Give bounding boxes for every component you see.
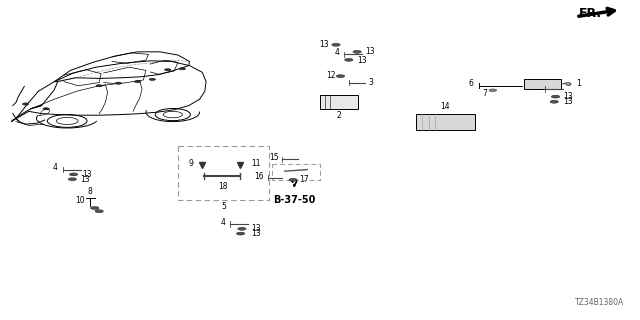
Text: 13: 13 [563, 97, 573, 106]
Text: FR.: FR. [579, 7, 602, 20]
Ellipse shape [22, 103, 29, 105]
Text: 17: 17 [300, 175, 309, 184]
Text: 13: 13 [563, 92, 573, 101]
Text: 1: 1 [576, 79, 580, 88]
Text: TZ34B1380A: TZ34B1380A [575, 298, 624, 307]
Ellipse shape [43, 108, 49, 110]
Text: 13: 13 [251, 224, 260, 233]
Ellipse shape [134, 80, 141, 83]
Text: 18: 18 [218, 182, 227, 191]
Ellipse shape [237, 232, 244, 235]
Text: 15: 15 [269, 153, 278, 162]
Ellipse shape [95, 210, 104, 213]
Text: 3: 3 [368, 78, 373, 87]
Text: 11: 11 [251, 159, 260, 168]
Ellipse shape [238, 227, 246, 230]
Bar [524, 79, 561, 89]
Text: 4: 4 [220, 218, 225, 227]
Ellipse shape [91, 207, 99, 209]
Text: 5: 5 [221, 202, 227, 211]
Bar [320, 95, 358, 109]
Bar [178, 146, 269, 200]
Text: 16: 16 [254, 172, 264, 181]
Text: 2: 2 [337, 111, 342, 120]
Text: 4: 4 [334, 48, 339, 57]
Ellipse shape [337, 75, 345, 77]
Text: 12: 12 [326, 71, 335, 80]
Ellipse shape [552, 95, 559, 98]
Ellipse shape [332, 43, 340, 46]
Text: 14: 14 [440, 102, 451, 111]
Text: 9: 9 [188, 159, 193, 168]
Ellipse shape [344, 59, 353, 61]
Ellipse shape [96, 84, 102, 87]
Ellipse shape [68, 178, 77, 180]
Text: 6: 6 [468, 79, 474, 88]
Text: 4: 4 [535, 83, 540, 92]
Ellipse shape [489, 89, 497, 92]
Ellipse shape [550, 100, 559, 103]
Ellipse shape [149, 78, 156, 81]
Ellipse shape [69, 173, 78, 176]
Text: 13: 13 [251, 229, 260, 238]
Ellipse shape [289, 179, 298, 181]
Text: 13: 13 [365, 47, 374, 56]
Ellipse shape [164, 68, 171, 71]
Bar [416, 114, 475, 130]
Ellipse shape [179, 68, 186, 70]
Ellipse shape [353, 51, 362, 53]
Text: 13: 13 [357, 56, 367, 65]
Text: 8: 8 [87, 187, 92, 196]
Text: B-37-50: B-37-50 [273, 195, 316, 205]
Ellipse shape [115, 82, 122, 84]
Text: 13: 13 [82, 170, 92, 179]
Text: 7: 7 [483, 89, 488, 98]
Text: 4: 4 [52, 163, 58, 172]
Bar [272, 164, 320, 180]
Text: 13: 13 [81, 175, 90, 184]
Text: 10: 10 [75, 196, 84, 205]
Text: 13: 13 [319, 40, 329, 49]
